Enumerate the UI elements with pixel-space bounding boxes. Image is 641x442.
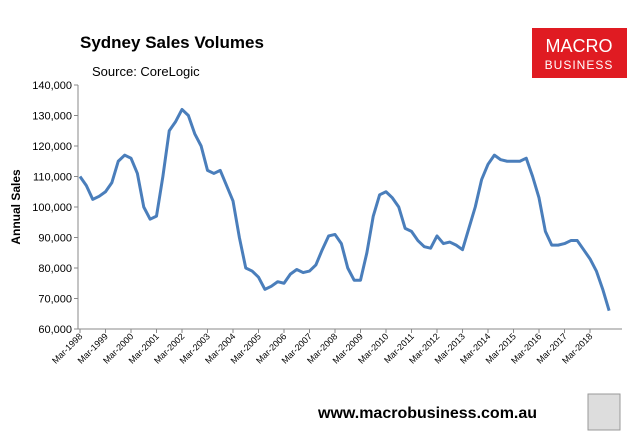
subtitle: Source: CoreLogic bbox=[92, 64, 200, 79]
y-tick-label: 60,000 bbox=[38, 324, 72, 336]
y-tick-label: 70,000 bbox=[38, 294, 72, 306]
y-axis-label: Annual Sales bbox=[9, 169, 23, 245]
y-tick-label: 110,000 bbox=[33, 172, 72, 184]
footer: www.macrobusiness.com.au bbox=[317, 405, 537, 422]
y-tick-label: 100,000 bbox=[32, 202, 72, 214]
y-tick-label: 80,000 bbox=[38, 263, 72, 275]
y-tick-label: 130,000 bbox=[32, 111, 72, 123]
logo-text: MACRO bbox=[546, 36, 613, 56]
chart-title: Sydney Sales Volumes bbox=[80, 33, 264, 52]
line-series bbox=[78, 107, 611, 312]
logo-box bbox=[532, 28, 627, 78]
y-tick-label: 90,000 bbox=[38, 233, 72, 245]
y-tick-label: 120,000 bbox=[32, 141, 72, 153]
logo-icon bbox=[587, 393, 621, 431]
logo-text: BUSINESS bbox=[545, 58, 614, 72]
y-tick-label: 140,000 bbox=[32, 80, 72, 92]
